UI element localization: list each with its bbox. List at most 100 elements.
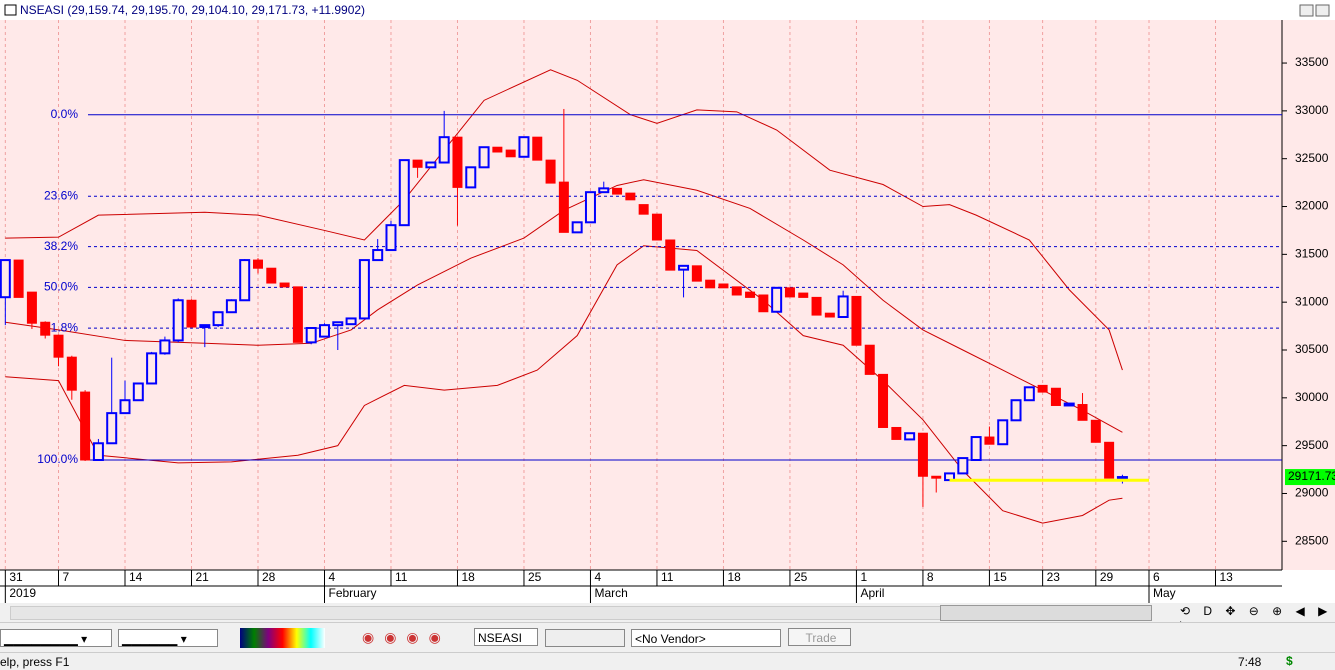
candle-body bbox=[891, 426, 902, 440]
candle-body bbox=[1037, 384, 1048, 393]
x-tick-label: 21 bbox=[196, 570, 210, 584]
y-tick-label: 30500 bbox=[1295, 342, 1329, 356]
candle-body bbox=[119, 399, 131, 415]
candle-body bbox=[771, 286, 783, 313]
candle-body bbox=[132, 382, 144, 402]
y-tick-label: 32000 bbox=[1295, 199, 1329, 213]
candle-body bbox=[385, 224, 397, 252]
candle-body bbox=[345, 317, 357, 326]
trade-button[interactable]: Trade bbox=[788, 628, 851, 646]
title-bar bbox=[0, 0, 1335, 20]
status-bar: elp, press F1 7:48 $ bbox=[0, 652, 1335, 670]
candle-body bbox=[452, 136, 463, 188]
candle-body bbox=[292, 286, 303, 343]
candle-body bbox=[505, 149, 516, 158]
candle-body bbox=[26, 291, 37, 324]
last-price-label: 29171.73 bbox=[1288, 469, 1335, 483]
fib-label: 100.0% bbox=[37, 452, 78, 466]
month-label: February bbox=[328, 586, 376, 600]
candle-body bbox=[1116, 476, 1128, 480]
candle-body bbox=[40, 321, 51, 336]
candle-body bbox=[412, 159, 423, 168]
restore-button[interactable] bbox=[1299, 4, 1314, 17]
candle-body bbox=[106, 412, 118, 445]
window-icon bbox=[4, 4, 17, 16]
x-tick-label: 18 bbox=[727, 570, 741, 584]
candle-body bbox=[651, 213, 662, 241]
window-title: NSEASI (29,159.74, 29,195.70, 29,104.10,… bbox=[20, 3, 365, 17]
browser-icons[interactable]: ◉◉◉◉ bbox=[362, 629, 451, 645]
candle-body bbox=[332, 321, 344, 327]
x-tick-label: 11 bbox=[661, 570, 674, 584]
candle-body bbox=[13, 259, 24, 298]
candle-body bbox=[305, 327, 317, 344]
candle-body bbox=[984, 436, 995, 445]
color-palette[interactable] bbox=[240, 628, 325, 648]
last-price-box bbox=[1285, 469, 1335, 486]
scrollbar-thumb[interactable] bbox=[940, 605, 1152, 621]
month-label: April bbox=[860, 586, 884, 600]
toolbar: ▁▁▁▁▁▁▁▁ ▾ ▁▁▁▁▁▁ ▾ ◉◉◉◉ NSEASI <No Vend… bbox=[0, 622, 1335, 653]
vendor-dropdown[interactable]: <No Vendor> bbox=[631, 629, 781, 647]
candle-body bbox=[665, 239, 676, 271]
candle-body bbox=[398, 159, 410, 227]
x-tick-label: 4 bbox=[328, 570, 335, 584]
y-tick-label: 31500 bbox=[1295, 247, 1329, 261]
y-tick-label: 28500 bbox=[1295, 533, 1329, 547]
candle-body bbox=[0, 259, 11, 299]
candle-body bbox=[718, 283, 729, 289]
close-button[interactable] bbox=[1315, 4, 1330, 17]
candle-body bbox=[705, 279, 716, 289]
candle-body bbox=[758, 294, 769, 313]
candle-body bbox=[318, 324, 330, 338]
scrollbar-row: ⟲ D ✥ ⊖ ⊕ ◀ ▶ ▶ bbox=[0, 603, 1335, 632]
candle-body bbox=[66, 356, 77, 391]
candle-body bbox=[545, 159, 556, 184]
candle-body bbox=[279, 282, 290, 288]
candle-body bbox=[997, 419, 1009, 446]
line-width-dropdown[interactable]: ▁▁▁▁▁▁ ▾ bbox=[118, 629, 218, 647]
chart: NSEASI (29,159.74, 29,195.70, 29,104.10,… bbox=[0, 0, 1335, 603]
candle-body bbox=[851, 295, 862, 346]
candle-body bbox=[612, 187, 623, 195]
candle-body bbox=[199, 324, 211, 329]
candle-body bbox=[358, 259, 370, 320]
candle-body bbox=[584, 191, 596, 224]
candle-body bbox=[931, 475, 942, 479]
y-tick-label: 32500 bbox=[1295, 151, 1329, 165]
x-tick-label: 31 bbox=[9, 570, 23, 584]
x-tick-label: 6 bbox=[1153, 570, 1160, 584]
candle-body bbox=[1010, 399, 1022, 422]
candle-body bbox=[625, 192, 636, 201]
line-style-dropdown[interactable]: ▁▁▁▁▁▁▁▁ ▾ bbox=[0, 629, 112, 647]
x-tick-label: 18 bbox=[461, 570, 475, 584]
candle-body bbox=[571, 221, 583, 234]
bollinger-band bbox=[5, 69, 1123, 371]
status-time: 7:48 bbox=[1238, 655, 1262, 669]
candle-body bbox=[731, 286, 742, 296]
candle-body bbox=[92, 442, 104, 461]
candle-body bbox=[172, 299, 184, 342]
group-dropdown[interactable] bbox=[545, 629, 625, 647]
candle-body bbox=[425, 161, 437, 169]
x-tick-label: 7 bbox=[63, 570, 70, 584]
status-help: elp, press F1 bbox=[0, 655, 70, 669]
candle-body bbox=[492, 146, 503, 153]
fib-label: 50.0% bbox=[44, 280, 78, 294]
x-tick-label: 13 bbox=[1220, 570, 1234, 584]
x-tick-label: 4 bbox=[594, 570, 601, 584]
candle-body bbox=[837, 295, 849, 319]
candle-body bbox=[1063, 402, 1075, 407]
candle-body bbox=[146, 352, 158, 385]
y-tick-label: 30000 bbox=[1295, 390, 1329, 404]
candle-body bbox=[824, 312, 835, 318]
x-tick-label: 28 bbox=[262, 570, 276, 584]
symbol-box[interactable]: NSEASI bbox=[474, 628, 538, 646]
candle-body bbox=[970, 436, 982, 462]
candle-body bbox=[904, 432, 916, 441]
month-label: May bbox=[1153, 586, 1176, 600]
candle-body bbox=[239, 259, 251, 302]
x-tick-label: 14 bbox=[129, 570, 143, 584]
status-icon: $ bbox=[1286, 654, 1293, 668]
